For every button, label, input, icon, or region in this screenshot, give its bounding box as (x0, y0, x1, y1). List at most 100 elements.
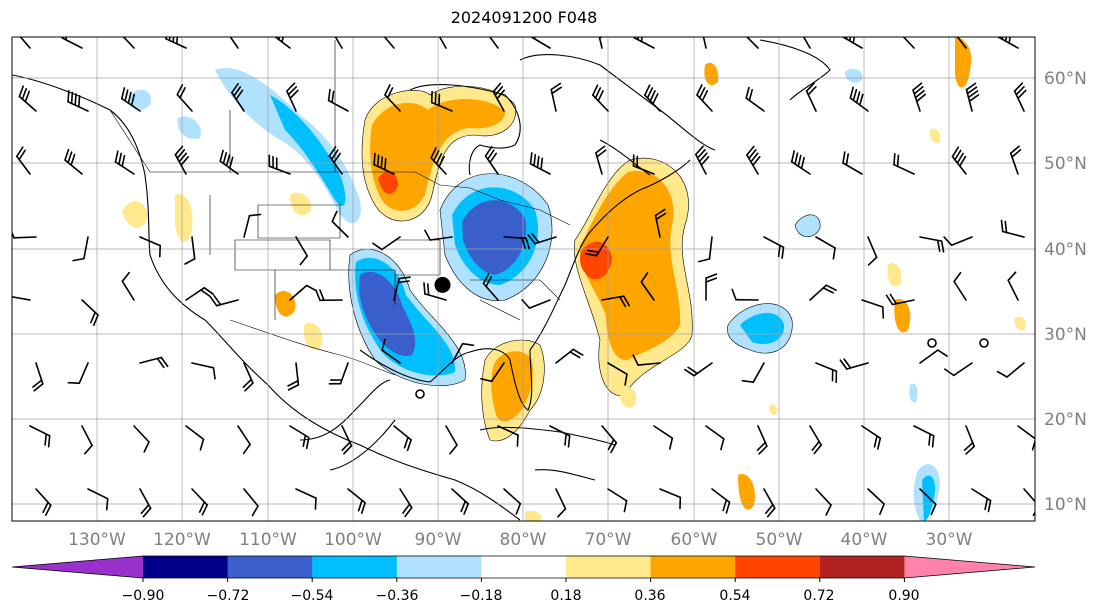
wind-barb (12, 295, 31, 301)
lon-label: 110°W (239, 530, 297, 550)
lat-label: 30°N (1044, 325, 1087, 345)
wind-barb (805, 82, 817, 112)
wind-barb (64, 148, 83, 175)
location-marker (434, 276, 451, 293)
wind-barb (555, 488, 567, 518)
wind-barb (295, 488, 317, 510)
lon-label: 70°W (585, 530, 632, 550)
wind-barb (640, 272, 655, 301)
wind-barb (521, 299, 551, 309)
wind-barb (503, 488, 522, 515)
wind-barb (373, 152, 395, 175)
wind-barb (315, 289, 343, 302)
longitude-labels: 130°W 120°W 110°W 100°W 90°W 80°W 70°W 6… (68, 530, 973, 550)
wind-barb (237, 425, 251, 455)
wind-barb (919, 236, 945, 253)
wind-barb (87, 488, 109, 511)
wind-barb (327, 88, 349, 112)
wind-barb (953, 271, 967, 301)
wind-barb (913, 425, 935, 448)
lat-label: 60°N (1044, 69, 1087, 89)
wind-barb (334, 37, 343, 49)
wind-barb (965, 82, 980, 112)
wind-barb (867, 488, 885, 516)
wind-barb (289, 284, 318, 301)
wind-barb (274, 37, 291, 49)
lon-label: 50°W (756, 530, 803, 550)
wind-barb (165, 37, 187, 49)
colorbar-tick-label: 0.90 (888, 588, 919, 604)
wind-barb (12, 231, 37, 239)
wind-barb (393, 425, 412, 452)
wind-barb (61, 37, 83, 49)
wind-barb (861, 425, 882, 450)
colorbar-segment (396, 556, 482, 578)
lon-label: 60°W (671, 530, 718, 550)
wind-barb (139, 488, 152, 518)
wind-barb (849, 86, 869, 112)
wind-barb (503, 236, 531, 250)
wind-barb (919, 349, 948, 364)
wind-barb (185, 425, 205, 451)
wind-barb (694, 145, 710, 175)
wind-barb (67, 362, 89, 385)
wind-barb (745, 86, 765, 112)
wind-barb (81, 299, 99, 327)
colorbar-extend-high (904, 556, 1035, 578)
wind-barb (943, 236, 973, 246)
wind-barb (445, 425, 458, 455)
lat-label: 50°N (1044, 154, 1087, 174)
wind-barb (809, 425, 823, 455)
colorbar-segment (735, 556, 821, 578)
wind-barb (287, 362, 300, 391)
borders (109, 40, 571, 376)
wind-barb (654, 208, 667, 238)
wind-barb (289, 425, 310, 450)
lon-label: 80°W (500, 530, 547, 550)
wind-barb (451, 342, 475, 364)
wind-barb (839, 358, 869, 370)
wind-barb (484, 146, 499, 175)
wind-barb (584, 236, 609, 257)
map-frame (11, 36, 1036, 522)
wind-barb (731, 288, 759, 301)
colorbar-tick-label: −0.18 (460, 588, 503, 604)
wind-barb (527, 233, 557, 245)
wind-barb (632, 154, 655, 175)
wind-barb (243, 488, 259, 517)
wind-barb (893, 153, 915, 175)
wind-barb (912, 82, 927, 112)
wind-barb (996, 362, 1025, 378)
wind-barb (176, 84, 193, 112)
wind-barb (653, 425, 674, 450)
wind-barb (328, 362, 349, 385)
wind-barb (705, 273, 718, 301)
wind-barb (35, 488, 52, 516)
wind-barb (790, 150, 811, 175)
wind-barb (347, 488, 366, 515)
wind-barb (29, 425, 51, 448)
colorbar-segment (566, 556, 652, 578)
colorbar-tick-label: −0.90 (122, 588, 165, 604)
wind-barb (632, 354, 661, 366)
wind-barb (114, 150, 135, 175)
wind-barb (530, 37, 551, 49)
wind-barb (815, 488, 832, 516)
wind-barb (861, 299, 885, 319)
wind-barb (815, 362, 838, 384)
wind-barb (139, 356, 169, 369)
wind-barb (122, 37, 135, 49)
wind-barb (763, 236, 785, 260)
wind-barb (549, 425, 571, 448)
map-title: 2024091200 F048 (450, 8, 598, 27)
wind-barb (705, 425, 725, 451)
lon-label: 40°W (841, 530, 888, 550)
latitude-labels: 60°N 50°N 40°N 30°N 20°N 10°N (1044, 69, 1087, 515)
wind-barb (1013, 82, 1027, 112)
wind-barb (741, 362, 765, 384)
wind-barb (1000, 219, 1025, 238)
wind-barb (383, 37, 395, 49)
wind-barb (842, 151, 863, 175)
wind-barb (32, 362, 44, 392)
wind-barb (67, 90, 89, 112)
